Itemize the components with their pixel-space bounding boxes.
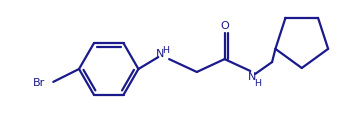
Text: H: H	[254, 79, 261, 88]
Text: N: N	[156, 49, 164, 59]
Text: O: O	[220, 21, 229, 31]
Text: H: H	[162, 46, 169, 55]
Text: Br: Br	[33, 78, 45, 88]
Text: N: N	[248, 72, 256, 82]
